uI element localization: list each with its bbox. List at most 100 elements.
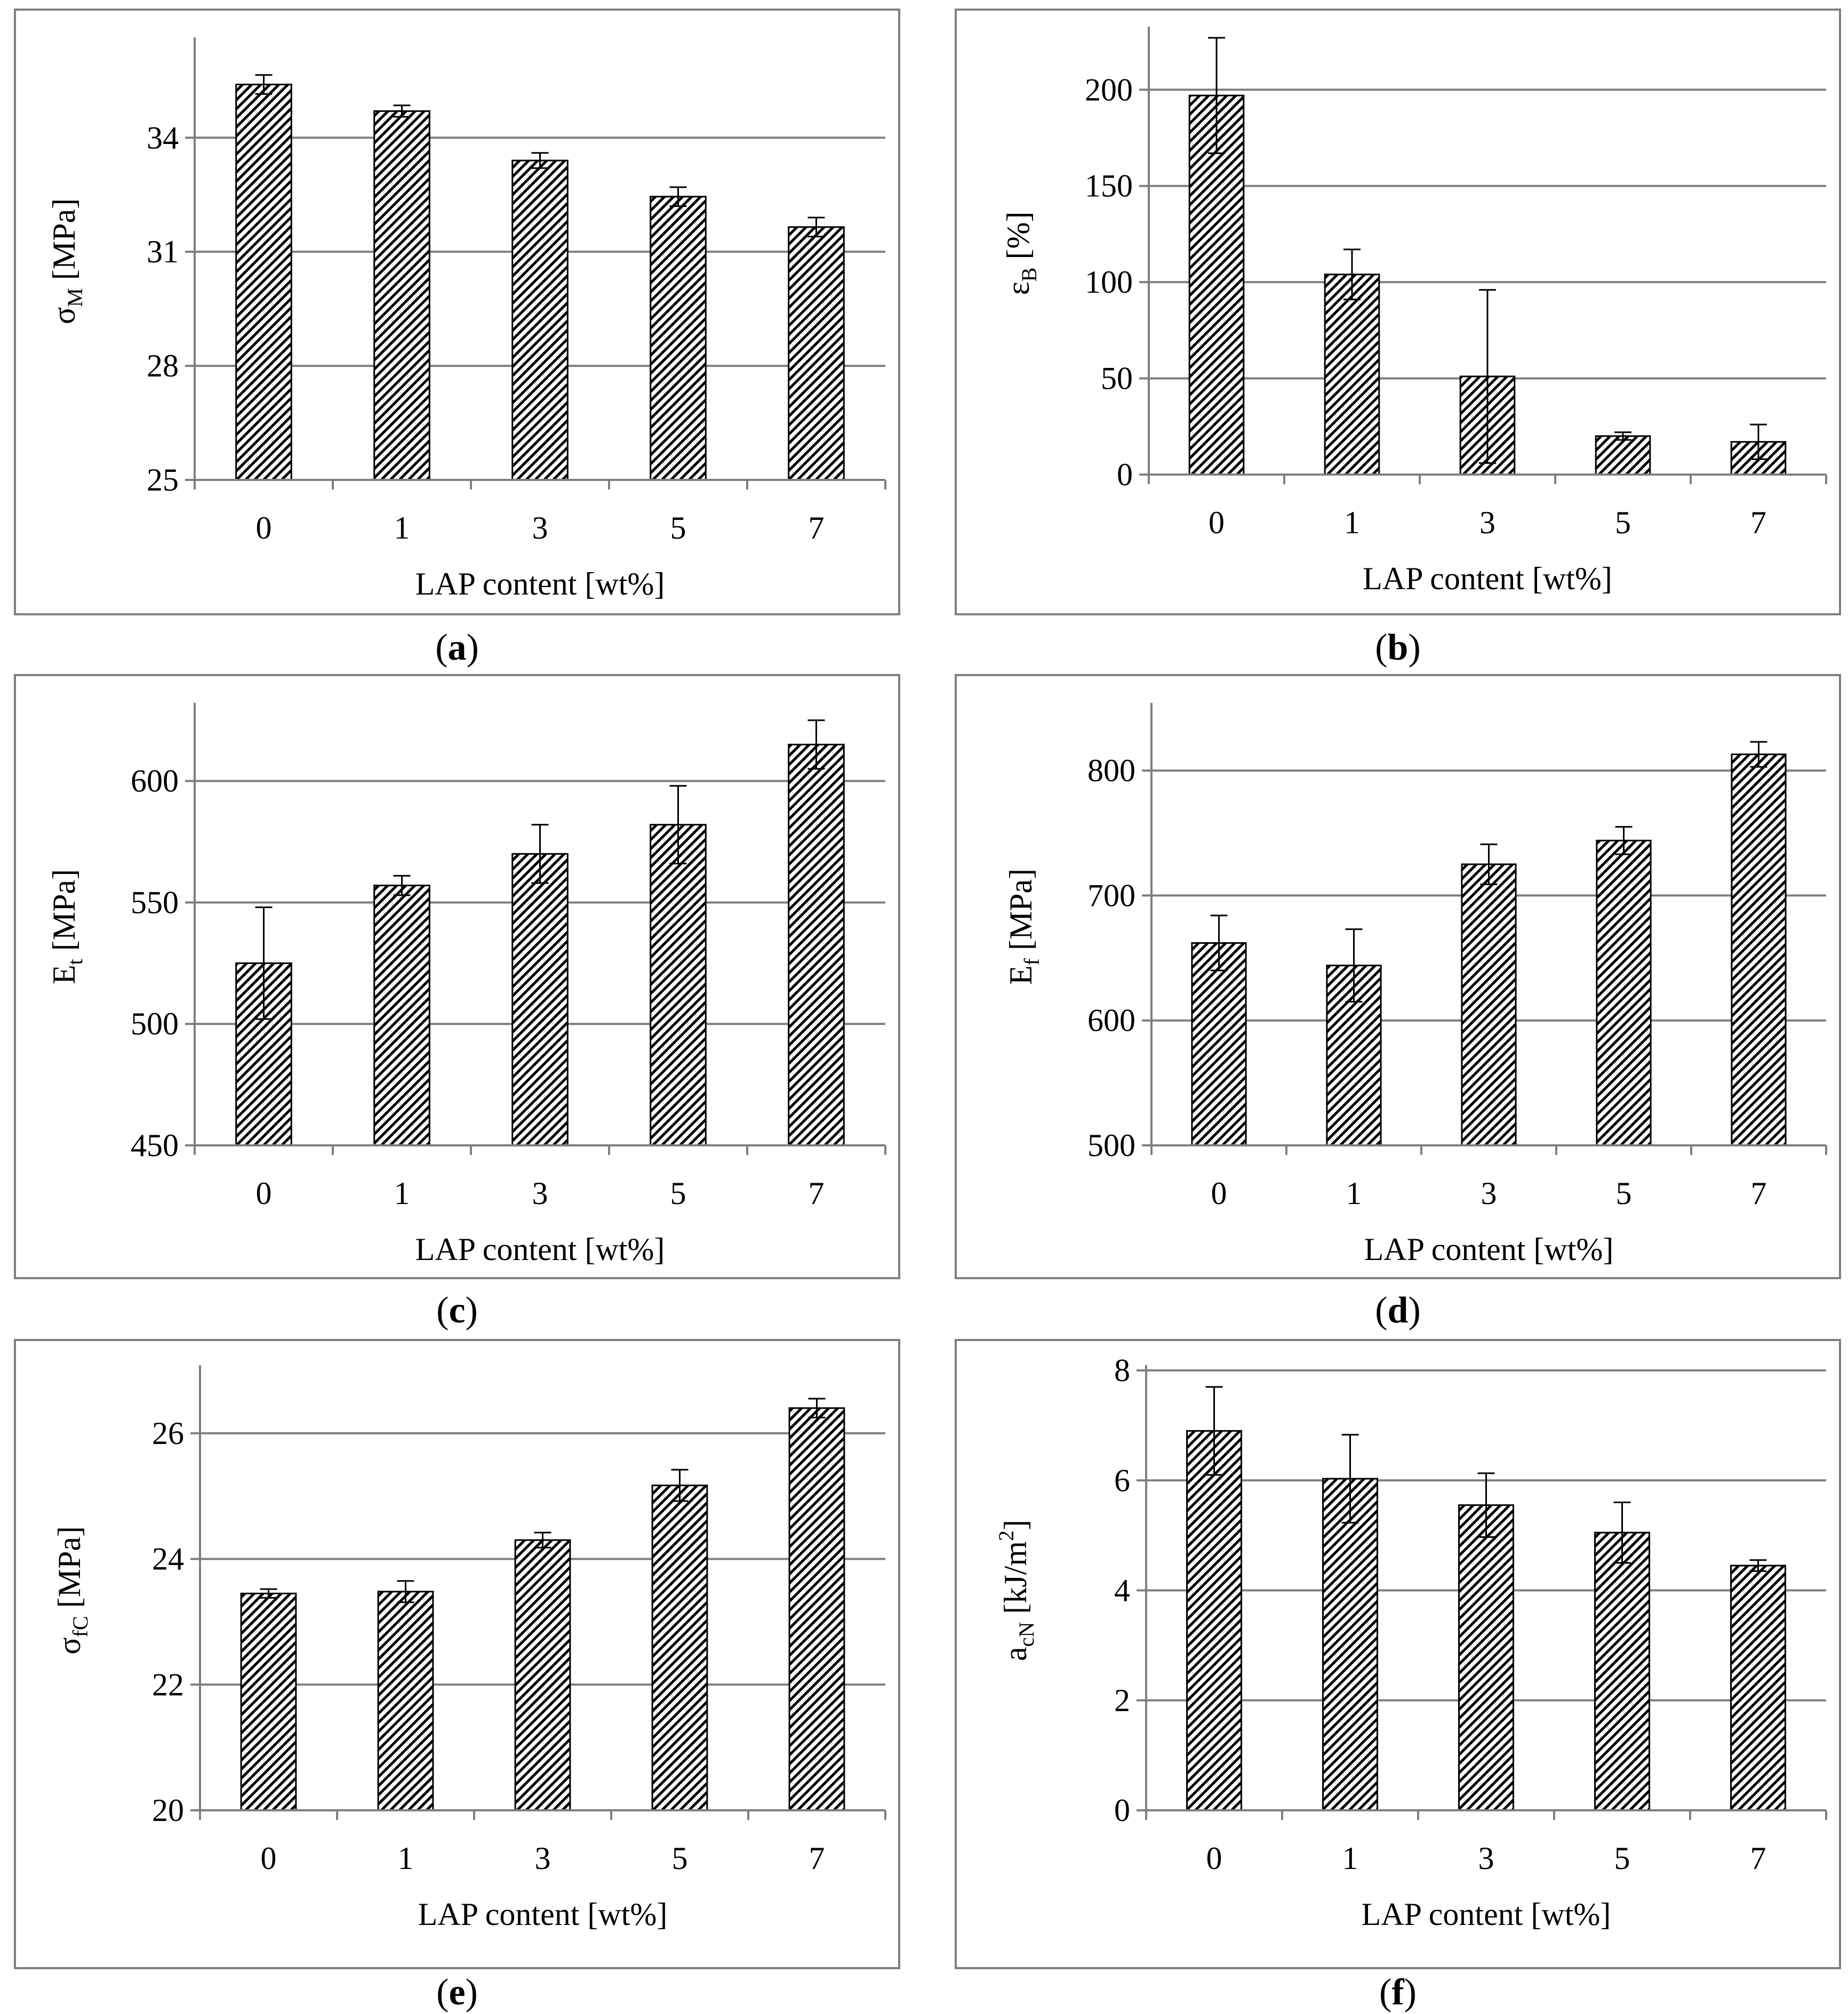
y-axis-title-symbol: ε (1001, 282, 1036, 295)
y-tick-label: 150 (1085, 168, 1133, 204)
y-tick-label: 4 (1114, 1573, 1130, 1608)
y-tick-label: 34 (147, 120, 179, 155)
y-tick-label: 0 (1114, 1793, 1130, 1828)
y-axis-title-subscript: B (1017, 268, 1041, 282)
bar (511, 159, 569, 481)
x-axis-title: LAP content [wt%] (1362, 1897, 1611, 1932)
y-tick-label: 28 (147, 348, 179, 383)
x-tick-label: 1 (394, 510, 410, 545)
panel-d-label: d (1387, 1290, 1409, 1331)
x-tick-label: 5 (670, 510, 686, 545)
x-tick-label: 3 (532, 1176, 548, 1211)
x-axis-title: LAP content [wt%] (418, 1897, 668, 1932)
bar (1461, 863, 1517, 1146)
panel-a-chart: 25 28 31 34 0 1 3 5 7 LAP content [wt%] σM [MPa] (46, 37, 886, 601)
bar (650, 824, 707, 1146)
panel-f-label: f (1391, 1972, 1404, 2013)
panel-b-frame: 0 50 100 150 200 0 1 3 5 7 LAP content [wt%] εB [%] (955, 9, 1841, 615)
bar (1594, 1531, 1650, 1811)
bar (788, 1407, 845, 1811)
y-axis-title-unit: [%] (1001, 212, 1036, 268)
panel-d-frame: 500 600 700 800 0 1 3 5 7 LAP content [wt%] Ef [MP… (955, 674, 1841, 1279)
y-axis-title-symbol: σ (46, 307, 82, 324)
panel-c-caption: (c) (436, 1290, 478, 1331)
y-tick-label: 25 (147, 462, 179, 498)
x-tick-label: 5 (672, 1841, 688, 1876)
panel-d-caption: (d) (1375, 1290, 1421, 1331)
x-tick-label: 1 (1344, 505, 1360, 540)
x-tick-label: 0 (256, 1176, 272, 1211)
x-tick-label: 3 (532, 510, 548, 545)
bar (1595, 435, 1651, 476)
y-tick-label: 22 (152, 1667, 184, 1702)
panel-a-frame: 25 28 31 34 0 1 3 5 7 LAP content [wt%] σM [MPa] (14, 9, 900, 615)
bar (514, 1539, 571, 1811)
y-tick-label: 8 (1114, 1353, 1130, 1388)
panel-e-caption: (e) (436, 1972, 478, 2013)
y-axis-title-superscript: 2 (994, 1530, 1018, 1541)
x-tick-label: 5 (670, 1176, 686, 1211)
x-tick-label: 7 (809, 1176, 825, 1211)
bar (1191, 942, 1247, 1146)
panel-f-frame: 0 2 4 6 8 0 1 3 5 7 LAP content [wt%] acN [kJ/m2] (955, 1339, 1841, 1969)
y-tick-label: 500 (1087, 1128, 1135, 1163)
bar (240, 1592, 297, 1811)
x-tick-label: 5 (1615, 505, 1631, 540)
y-axis-title-subscript: fC (68, 1616, 92, 1637)
panel-c-label: c (449, 1290, 466, 1331)
y-axis-title: σfC [MPa] (52, 1526, 92, 1655)
y-tick-label: 800 (1087, 753, 1135, 788)
bar (788, 226, 845, 481)
y-axis-title-subscript: f (1020, 958, 1044, 965)
y-tick-label: 450 (131, 1128, 179, 1163)
bar (788, 743, 845, 1146)
y-tick-label: 26 (152, 1416, 184, 1451)
y-axis-title-symbol: σ (52, 1637, 87, 1654)
y-axis-title: σM [MPa] (46, 198, 87, 324)
panel-d-chart: 500 600 700 800 0 1 3 5 7 LAP content [wt%] Ef [MP… (1003, 703, 1827, 1267)
bar (235, 83, 292, 481)
panel-e-label: e (449, 1972, 466, 2013)
y-axis-title-subscript: t (63, 959, 87, 965)
panel-c-frame: 450 500 550 600 0 1 3 5 7 LAP content [wt%] Et [MP… (14, 674, 900, 1279)
x-tick-label: 7 (809, 1841, 825, 1876)
y-axis-title-symbol: E (1003, 965, 1038, 985)
y-tick-label: 600 (131, 764, 179, 799)
panel-b-label: b (1387, 627, 1409, 668)
bar (650, 196, 707, 481)
x-tick-label: 7 (1750, 505, 1766, 540)
x-tick-label: 7 (1751, 1176, 1767, 1211)
bar (1186, 1430, 1242, 1811)
x-tick-label: 7 (1750, 1841, 1766, 1876)
bar (1730, 1564, 1786, 1811)
bar (511, 853, 569, 1146)
y-axis-title-unit: [MPa] (46, 869, 82, 959)
panel-a-caption: (a) (435, 627, 479, 668)
bar (373, 885, 430, 1146)
x-tick-label: 0 (1206, 1841, 1222, 1876)
y-tick-label: 50 (1101, 361, 1133, 396)
panel-b-caption: (b) (1375, 627, 1421, 668)
y-axis-title: εB [%] (1001, 212, 1041, 295)
y-tick-label: 200 (1085, 72, 1133, 107)
x-tick-label: 1 (398, 1841, 414, 1876)
y-axis-title-unit-end: ] (998, 1520, 1033, 1530)
y-tick-label: 550 (131, 885, 179, 920)
y-tick-label: 31 (147, 234, 179, 269)
y-tick-label: 0 (1117, 457, 1133, 492)
y-tick-label: 600 (1087, 1003, 1135, 1038)
y-axis-title-unit: [MPa] (52, 1526, 87, 1616)
y-axis-title-subscript: M (63, 288, 87, 307)
y-axis-title: Et [MPa] (46, 869, 87, 984)
bar (1322, 1478, 1378, 1811)
y-axis-title: Ef [MPa] (1003, 869, 1044, 985)
x-tick-label: 3 (535, 1841, 551, 1876)
x-tick-label: 5 (1614, 1841, 1630, 1876)
y-tick-label: 2 (1114, 1683, 1130, 1718)
x-tick-label: 3 (1479, 505, 1495, 540)
panel-f-caption: (f) (1379, 1972, 1417, 2013)
y-axis-title-symbol: E (46, 965, 82, 984)
y-axis-title-symbol: a (998, 1647, 1033, 1661)
y-tick-label: 100 (1085, 264, 1133, 300)
panel-c-chart: 450 500 550 600 0 1 3 5 7 LAP content [wt%] Et [MP… (46, 703, 886, 1267)
